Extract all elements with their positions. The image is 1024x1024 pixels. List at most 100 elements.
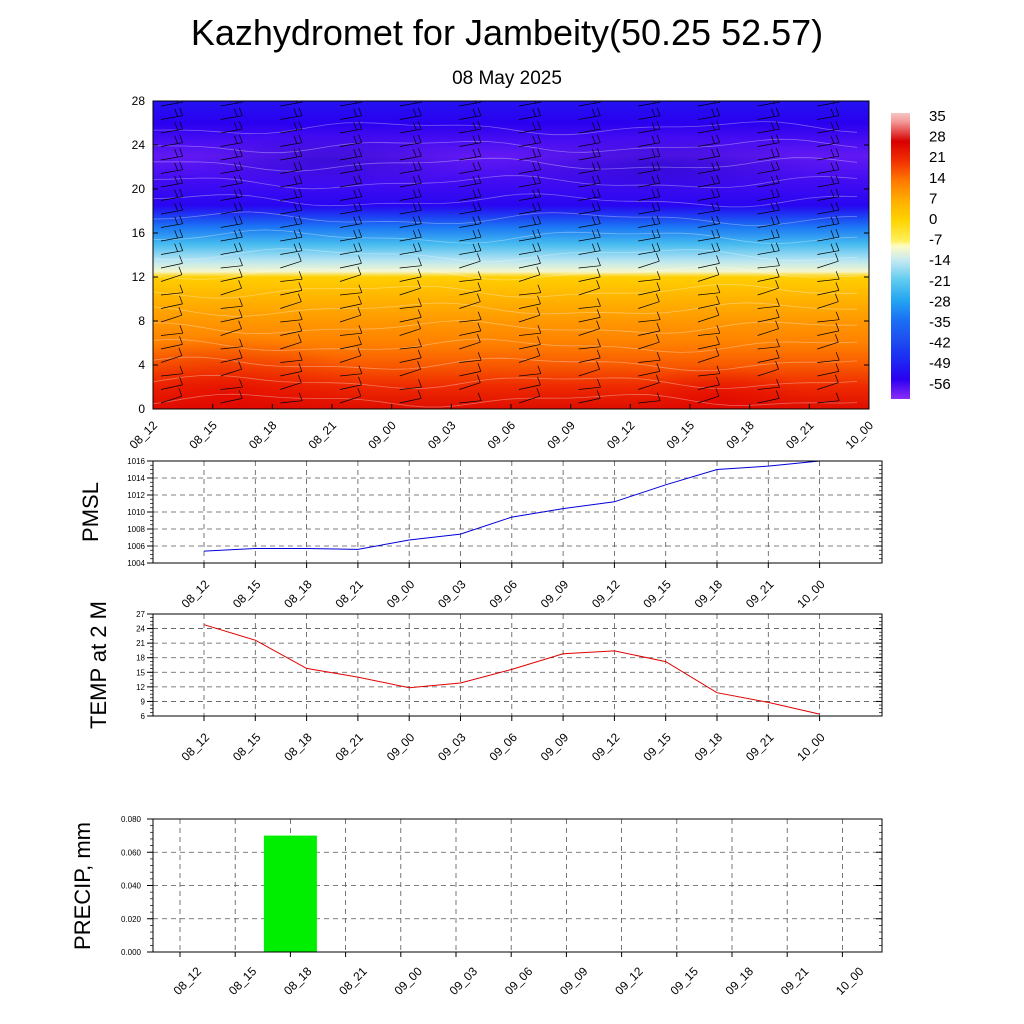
x-tick-label: 09_06 <box>485 418 519 452</box>
wind-barb-staff <box>518 373 541 377</box>
wind-barb-flag <box>298 107 303 116</box>
wind-barb-flag <box>298 215 303 224</box>
wind-barb-flag <box>653 101 656 104</box>
wind-barb-flag <box>716 202 721 211</box>
temp-line <box>203 624 820 715</box>
wind-barb-flag <box>358 295 362 305</box>
wind-barb-flag <box>597 257 601 266</box>
wind-barb-flag <box>179 107 184 116</box>
wind-barb-staff <box>220 368 242 377</box>
wind-barb-staff <box>578 287 600 296</box>
y-tick-label: 4 <box>138 358 145 372</box>
wind-barb-flag <box>596 107 601 116</box>
wind-barb-staff <box>280 142 303 147</box>
wind-barb-flag <box>835 352 840 361</box>
wind-barb-flag <box>716 134 721 143</box>
wind-barb-staff <box>817 341 839 350</box>
wind-barb-flag <box>534 101 537 104</box>
wind-barb-flag <box>536 266 541 275</box>
wind-barb-staff <box>757 287 779 296</box>
wind-barb-flag <box>656 352 661 361</box>
wind-barb-flag <box>596 268 601 278</box>
wind-barb-staff <box>697 182 720 188</box>
wind-barb-flag <box>651 108 656 117</box>
x-tick-label: 09_21 <box>743 730 777 764</box>
wind-barb-staff <box>339 303 362 309</box>
wind-barb-staff <box>459 330 481 336</box>
wind-barb-flag <box>412 216 417 225</box>
page-subtitle: 08 May 2025 <box>452 68 562 89</box>
wind-barb-flag <box>293 108 298 117</box>
wind-barb-flag <box>412 135 417 144</box>
x-tick-label: 09_00 <box>384 730 418 764</box>
wind-barb-staff <box>399 223 422 228</box>
wind-barb-flag <box>174 149 179 158</box>
x-tick-label: 09_12 <box>589 577 623 611</box>
wind-barb-staff <box>757 357 780 363</box>
wind-barb-staff <box>518 384 541 390</box>
wind-barb-flag <box>472 243 477 252</box>
wind-barb-flag <box>537 121 542 130</box>
colorbar-scale <box>891 113 910 399</box>
wind-barb-staff <box>399 155 422 161</box>
wind-barb-staff <box>220 287 242 296</box>
wind-barb-flag <box>656 202 661 211</box>
y-tick-label: 1004 <box>127 559 145 568</box>
wind-barb-staff <box>518 236 541 242</box>
wind-barb-flag <box>596 242 601 251</box>
y-tick-label: 1014 <box>127 474 145 483</box>
wind-barb-flag <box>537 188 542 197</box>
wind-barb-staff <box>518 142 541 147</box>
wind-barb-staff <box>459 250 482 255</box>
wind-barb-staff <box>399 328 421 336</box>
wind-barb-flag <box>716 284 721 293</box>
wind-barb-staff <box>697 128 720 134</box>
colorbar-label: 21 <box>929 149 946 166</box>
wind-barb-staff <box>638 278 661 282</box>
wind-barb-staff <box>459 278 482 282</box>
wind-barb-flag <box>298 148 303 157</box>
wind-barb-flag <box>651 176 656 185</box>
wind-barb-flag <box>835 282 840 291</box>
wind-barb-flag <box>358 376 362 386</box>
wind-barb-staff <box>638 260 660 269</box>
wind-barb-staff <box>399 287 421 296</box>
wind-barb-flag <box>238 390 243 399</box>
y-tick-label: 0.080 <box>121 815 142 824</box>
wind-barb-staff <box>518 182 541 188</box>
wind-barb-flag <box>179 242 184 251</box>
x-tick-label: 08_12 <box>127 418 161 452</box>
wind-barb-flag <box>770 108 775 117</box>
wind-barb-staff <box>459 359 482 363</box>
y-tick-label: 0.060 <box>121 848 142 857</box>
y-tick-label: 1008 <box>127 525 145 534</box>
wind-barb-flag <box>297 334 302 343</box>
temp-panel: 6 9 12 15 18 21 24 27 08_12 08_15 08_18 08_21 09_00… <box>86 601 883 764</box>
wind-barb-staff <box>697 223 720 228</box>
wind-barb-flag <box>239 257 243 266</box>
wind-barb-flag <box>775 202 780 211</box>
colorbar-label: -14 <box>929 252 951 269</box>
wind-barb-flag <box>179 325 184 334</box>
wind-barb-flag <box>770 162 775 171</box>
wind-barb-flag <box>770 149 775 158</box>
x-tick-label: 09_15 <box>640 730 674 764</box>
wind-barb-staff <box>339 314 362 323</box>
wind-barb-flag <box>830 108 835 117</box>
wind-barb-flag <box>174 108 179 117</box>
pmsl-y-label: PMSL <box>78 482 103 542</box>
x-tick-label: 09_03 <box>435 577 469 611</box>
wind-barb-staff <box>459 169 482 174</box>
wind-barb-staff <box>817 371 839 377</box>
wind-barb-staff <box>638 196 661 201</box>
wind-barb-flag <box>596 320 600 329</box>
wind-barb-staff <box>638 382 660 390</box>
wind-barb-flag <box>537 255 541 264</box>
wind-barb-staff <box>459 142 482 147</box>
wind-barb-flag <box>656 175 661 184</box>
wind-barb-flag <box>651 230 656 239</box>
wind-barb-flag <box>477 202 482 211</box>
colorbar-label: -56 <box>929 376 951 393</box>
wind-barb-flag <box>238 361 242 370</box>
wind-barb-staff <box>578 305 601 309</box>
